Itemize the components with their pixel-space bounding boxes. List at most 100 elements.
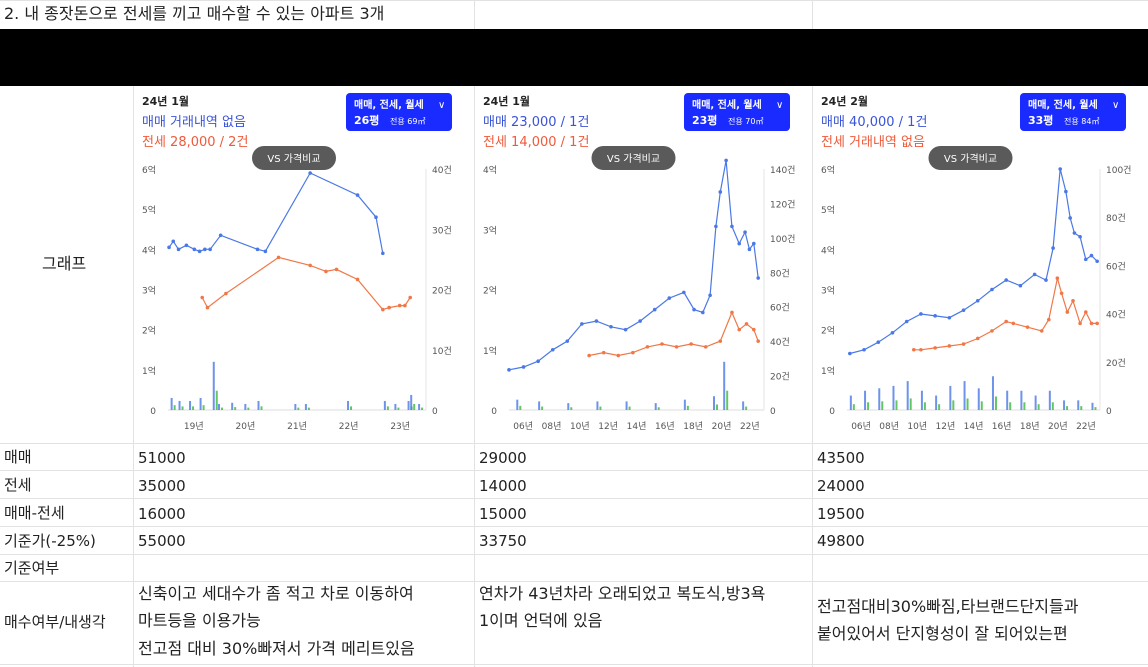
y2-tick-label: 30건 [432, 225, 452, 236]
jeonse-price-line [913, 278, 1098, 351]
y2-tick-label: 20건 [770, 372, 790, 383]
chart-jeonse-summary: 전세 28,000 / 2건 [142, 135, 248, 150]
volume-bar [864, 390, 867, 410]
sale-price-point [652, 307, 657, 312]
sale-price-point [197, 249, 202, 254]
volume-bar-wolse [297, 407, 300, 410]
cell-base-2[interactable]: 33750 [479, 532, 527, 550]
y-tick-label: 0 [150, 407, 156, 417]
sale-price-point [1089, 253, 1094, 258]
sale-price-point [990, 287, 994, 292]
sale-price-point [308, 171, 312, 175]
sale-price-point [184, 243, 189, 248]
price-chart-2: 24년 1월 매매 23,000 / 1건 전세 14,000 / 1건 매매, 전세… [475, 87, 812, 442]
sale-price-point [1083, 257, 1088, 262]
y-tick-label: 3억 [483, 224, 497, 236]
row-label-graph[interactable]: 그래프 [42, 254, 87, 273]
chart-date-label: 24년 2월 [821, 94, 868, 108]
vs-compare-button[interactable]: VS 가격비교 [928, 146, 1013, 170]
jeonse-price-point [1078, 321, 1082, 326]
cell-opinion-1-line3[interactable]: 전고점 대비 30%빠져서 가격 메리트있음 [138, 639, 415, 658]
sale-price-point [1064, 189, 1068, 194]
volume-bar [218, 403, 221, 410]
row-label-base-check[interactable]: 기준여부 [4, 559, 60, 577]
row-label-jeonse[interactable]: 전세 [4, 476, 32, 494]
sale-price-point [176, 247, 181, 252]
cell-gap-3[interactable]: 19500 [817, 505, 865, 523]
cell-jeonse-2[interactable]: 14000 [479, 477, 527, 495]
jeonse-price-point [205, 305, 210, 310]
cell-gap-2[interactable]: 15000 [479, 505, 527, 523]
sale-price-point [756, 276, 760, 280]
sale-price-point [743, 230, 747, 234]
volume-bar-wolse [350, 406, 353, 410]
cell-sale-2[interactable]: 29000 [479, 449, 527, 467]
cell-jeonse-3[interactable]: 24000 [817, 477, 865, 495]
sale-price-point [1018, 283, 1023, 288]
sheet-heading[interactable]: 2. 내 종잣돈으로 전세를 끼고 매수할 수 있는 아파트 3개 [4, 4, 385, 23]
cell-sale-3[interactable]: 43500 [817, 449, 865, 467]
cell-base-3[interactable]: 49800 [817, 532, 865, 550]
sale-price-point [682, 290, 686, 295]
cell-opinion-3-line1[interactable]: 전고점대비30%빠짐,타브랜드단지들과 [817, 597, 1079, 616]
row-label-gap[interactable]: 매매-전세 [4, 504, 65, 522]
jeonse-price-point [912, 347, 916, 352]
chart-filter-button[interactable]: 매매, 전세, 월세 ∨ 23평 전용 70㎡ [684, 93, 790, 131]
row-label-sale[interactable]: 매매 [4, 448, 32, 466]
volume-bar [418, 403, 421, 410]
volume-bar [567, 403, 570, 410]
volume-bar-wolse [909, 398, 912, 410]
y-tick-label: 4억 [142, 244, 156, 256]
volume-bar [189, 400, 192, 410]
sale-price-point [580, 322, 584, 326]
cell-opinion-2-line2[interactable]: 1이며 언덕에 있음 [479, 611, 603, 630]
cell-opinion-1-line1[interactable]: 신축이고 세대수가 좀 적고 차로 이동하여 [138, 584, 414, 603]
jeonse-price-point [355, 277, 360, 282]
volume-bar-wolse [570, 407, 573, 410]
y2-tick-label: 20건 [432, 286, 452, 297]
cell-opinion-3-line2[interactable]: 붙어있어서 단지형성이 잘 되어있는편 [817, 624, 1068, 643]
cell-gap-1[interactable]: 16000 [138, 505, 186, 523]
row-label-opinion[interactable]: 매수여부/내생각 [4, 613, 106, 631]
volume-bar-wolse [1023, 402, 1026, 410]
y2-tick-label: 0 [770, 407, 776, 417]
y-tick-label: 3억 [821, 285, 835, 297]
chart-sale-summary: 매매 40,000 / 1건 [821, 115, 927, 130]
jeonse-price-point [645, 345, 650, 349]
volume-bar [991, 376, 994, 410]
sale-price-point [1004, 278, 1008, 282]
vs-compare-bg [591, 146, 676, 170]
jeonse-price-point [933, 346, 937, 350]
jeonse-price-point [744, 322, 749, 326]
cell-opinion-2-line1[interactable]: 연차가 43년차라 오래되었고 복도식,방3욕 [479, 584, 766, 603]
volume-bar [538, 401, 541, 410]
jeonse-price-point [975, 336, 980, 341]
vs-compare-button[interactable]: VS 가격비교 [252, 146, 336, 170]
sale-price-point [565, 339, 570, 343]
jeonse-price-point [674, 345, 679, 349]
x-tick-label: 14년 [627, 421, 647, 432]
volume-bar-wolse [726, 390, 729, 410]
cell-base-1[interactable]: 55000 [138, 532, 186, 550]
row-label-base-price[interactable]: 기준가(-25%) [4, 532, 96, 550]
jeonse-price-point [730, 310, 734, 315]
y-tick-label: 5억 [142, 204, 156, 216]
sale-price-point [724, 158, 728, 163]
sale-price-point [737, 241, 742, 246]
cell-opinion-1-line2[interactable]: 마트등을 이용가능 [138, 611, 261, 630]
sale-price-point [609, 324, 613, 329]
volume-bar [383, 400, 386, 410]
volume-bar-wolse [173, 405, 176, 410]
cell-jeonse-1[interactable]: 35000 [138, 477, 186, 495]
chart-filter-button[interactable]: 매매, 전세, 월세 ∨ 26평 전용 69㎡ [346, 93, 452, 131]
volume-bar-wolse [1037, 404, 1040, 410]
chart-filter-button[interactable]: 매매, 전세, 월세 ∨ 33평 전용 84㎡ [1020, 93, 1126, 131]
volume-bar-wolse [181, 406, 184, 410]
vs-compare-button[interactable]: VS 가격비교 [591, 146, 676, 170]
y2-tick-label: 80건 [770, 268, 790, 279]
jeonse-price-point [752, 327, 756, 332]
cell-sale-1[interactable]: 51000 [138, 449, 186, 467]
volume-bar-wolse [657, 407, 660, 410]
volume-bar [849, 395, 852, 410]
volume-bar-wolse [628, 406, 631, 410]
